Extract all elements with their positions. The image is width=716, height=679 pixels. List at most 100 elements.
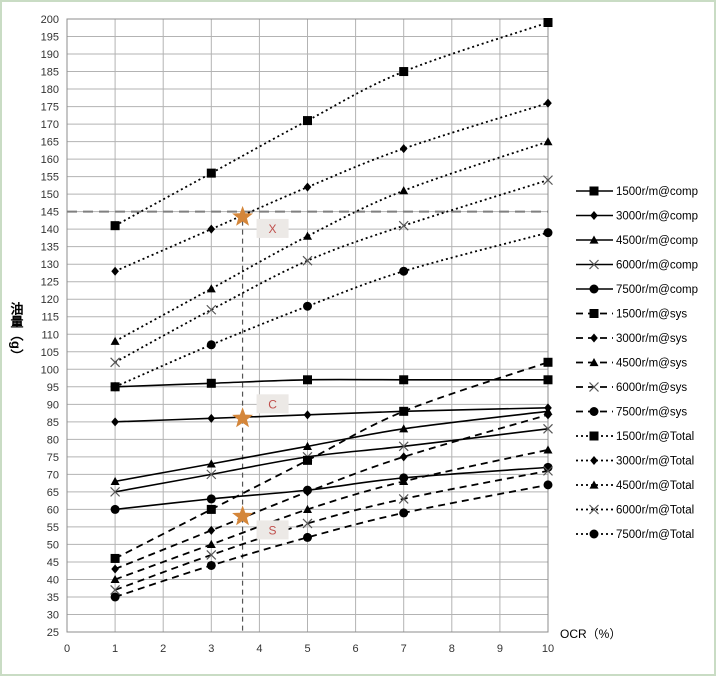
data-point [398, 220, 409, 231]
data-point [110, 221, 120, 231]
x-tick-label: 8 [449, 643, 455, 655]
data-point [110, 357, 121, 368]
legend-label: 4500r/m@sys [616, 358, 687, 370]
marker-x-stroke [206, 550, 217, 560]
series-line [114, 469, 549, 591]
y-tick-label: 120 [41, 294, 59, 306]
series-line [115, 466, 549, 511]
y-tick-label: 195 [41, 32, 59, 44]
marker-x-stroke [398, 441, 409, 452]
star-tag-label: S [269, 523, 277, 537]
data-point [303, 301, 312, 311]
marker-x-stroke [543, 423, 553, 434]
data-point [399, 452, 408, 462]
star-tag-label: X [269, 222, 277, 236]
y-tick-label: 75 [47, 452, 59, 464]
data-point [206, 378, 216, 388]
legend-label: 6000r/m@Total [616, 505, 694, 517]
data-point [398, 441, 409, 452]
data-point [206, 459, 216, 468]
legend-label: 7500r/m@sys [616, 407, 687, 419]
x-tick-label: 9 [497, 643, 503, 655]
legend-item: 7500r/m@comp [576, 284, 698, 296]
data-point [399, 375, 409, 385]
legend-item: 4500r/m@Total [576, 480, 694, 492]
data-point [543, 175, 553, 186]
legend-marker [590, 333, 598, 343]
series-4500r/m@sys [110, 445, 553, 584]
y-tick-label: 140 [41, 224, 59, 236]
star-marker-s [232, 505, 253, 526]
data-point [399, 406, 409, 416]
data-point [206, 168, 216, 178]
data-point [543, 137, 553, 146]
marker-x-stroke [206, 469, 217, 480]
data-point [206, 550, 217, 560]
data-point [544, 98, 552, 108]
data-point [543, 462, 553, 472]
axes: 0 1 2 3 4 5 6 7 8 9 102530354045505560657075808590… [41, 14, 554, 655]
marker-x-stroke [110, 357, 121, 368]
y-tick-label: 185 [41, 67, 59, 79]
series-line [114, 361, 549, 560]
legend-marker [589, 407, 599, 416]
y-tick-label: 125 [41, 277, 59, 289]
data-point [111, 564, 119, 574]
x-tick-label: 6 [353, 643, 359, 655]
legend-item: 3000r/m@sys [576, 333, 687, 345]
data-point [303, 182, 312, 192]
legend-marker [590, 456, 598, 465]
data-point [110, 574, 120, 584]
data-point [110, 504, 120, 514]
data-point [207, 413, 216, 423]
data-point [543, 465, 553, 476]
data-point [399, 424, 409, 433]
y-tick-label: 150 [41, 189, 59, 201]
x-tick-label: 0 [64, 643, 70, 655]
y-tick-label: 170 [41, 119, 59, 131]
x-axis-label: OCR（%） [560, 627, 621, 641]
y-tick-label: 95 [47, 382, 59, 394]
data-point [303, 487, 312, 497]
data-point [207, 525, 216, 535]
legend-item: 4500r/m@comp [576, 235, 698, 247]
y-tick-label: 145 [41, 207, 59, 219]
plot-border [66, 18, 549, 633]
legend-item: 1500r/m@Total [576, 431, 694, 443]
y-tick-label: 25 [47, 627, 59, 639]
series-7500r/m@sys [110, 480, 553, 602]
legend-label: 3000r/m@Total [616, 456, 694, 468]
series-line [115, 378, 548, 388]
legend-item: 3000r/m@Total [576, 456, 694, 468]
x-tick-label: 1 [112, 643, 118, 655]
legend-label: 1500r/m@sys [616, 309, 687, 321]
x-tick-label: 10 [542, 643, 554, 655]
data-point [543, 18, 553, 28]
legend-marker [589, 504, 599, 515]
marker-x-stroke [398, 220, 409, 231]
legend-marker [589, 309, 599, 318]
data-point [206, 340, 216, 350]
legend-label: 1500r/m@Total [616, 431, 694, 443]
marker-x-stroke [398, 493, 409, 504]
y-tick-label: 40 [47, 574, 59, 586]
series-line [114, 102, 549, 273]
marker-x-stroke [302, 255, 313, 266]
legend-label: 6000r/m@sys [616, 382, 687, 394]
data-point [543, 228, 553, 238]
series-line [114, 140, 549, 343]
series-4500r/m@Total [110, 137, 553, 345]
legend-label: 7500r/m@Total [616, 529, 694, 541]
legend-item: 6000r/m@Total [576, 505, 694, 517]
legend-marker [589, 431, 599, 441]
series-line [114, 410, 549, 483]
data-point [303, 231, 312, 240]
data-point [206, 284, 216, 293]
data-point [303, 455, 312, 465]
y-tick-label: 70 [47, 469, 59, 481]
legend-marker [589, 480, 599, 489]
y-tick-label: 200 [41, 14, 59, 26]
data-point [206, 494, 216, 504]
data-point [206, 304, 217, 315]
